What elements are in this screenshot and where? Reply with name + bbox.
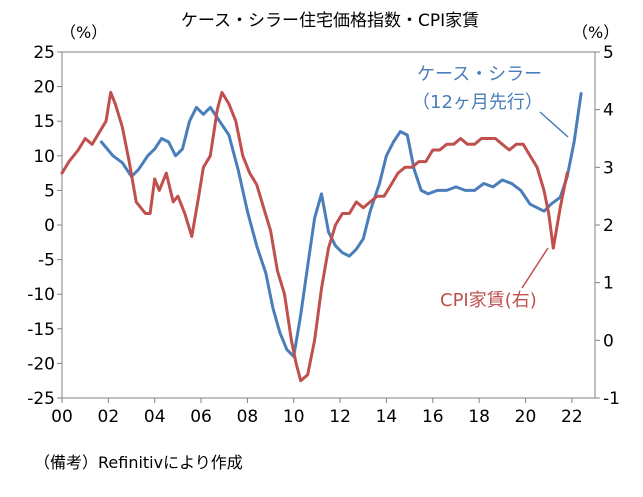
cpi-rent-label: CPI家賃(右): [440, 290, 537, 311]
left-tick-label: 0: [44, 216, 55, 236]
x-tick-label: 14: [376, 407, 398, 427]
cpi-rent-line: [60, 90, 569, 383]
cpi-rent-leader-line: [521, 247, 549, 289]
left-tick-label: -15: [27, 320, 55, 340]
left-tick-label: -10: [27, 285, 55, 305]
right-tick-label: 3: [603, 158, 614, 178]
right-tick-label: 5: [603, 43, 614, 63]
x-axis: 00 02 04 06 08 10 12 14 16 18 20 22: [51, 398, 583, 427]
x-tick-label: 02: [98, 407, 120, 427]
left-unit-label: （%）: [60, 23, 107, 42]
x-tick-label: 06: [190, 407, 212, 427]
right-tick-label: 0: [603, 331, 614, 351]
right-axis: 5 4 3 2 1 0 -1: [595, 43, 620, 409]
left-tick-label: -20: [27, 354, 55, 374]
right-tick-label: 4: [603, 101, 614, 121]
case-shiller-label: ケース・シラー: [417, 64, 542, 85]
x-tick-label: 16: [422, 407, 444, 427]
x-tick-label: 20: [515, 407, 537, 427]
left-tick-label: 5: [44, 181, 55, 201]
right-tick-label: 2: [603, 216, 614, 236]
left-tick-label: 15: [33, 112, 55, 132]
x-tick-label: 18: [468, 407, 490, 427]
left-tick-label: -5: [38, 251, 55, 271]
source-note: （備考）Refinitivにより作成: [34, 453, 243, 472]
x-tick-label: 00: [51, 407, 73, 427]
left-tick-label: 20: [33, 78, 55, 98]
right-tick-label: 1: [603, 274, 614, 294]
series-layer: [60, 90, 583, 383]
left-axis: 25 20 15 10 5 0 -5 -10 -15 -20 -25: [27, 43, 62, 409]
x-tick-label: 04: [144, 407, 166, 427]
case-shiller-annotation: ケース・シラー （12ヶ月先行）: [412, 64, 569, 138]
right-unit-label: （%）: [572, 23, 619, 42]
x-tick-label: 10: [283, 407, 305, 427]
x-tick-label: 12: [329, 407, 351, 427]
chart-title: ケース・シラー住宅価格指数・CPI家賃: [181, 11, 479, 31]
x-tick-label: 22: [561, 407, 583, 427]
right-tick-label: -1: [603, 389, 620, 409]
case-shiller-note: （12ヶ月先行）: [412, 92, 543, 113]
case-shiller-leader-line: [539, 111, 569, 138]
left-tick-label: -25: [27, 389, 55, 409]
case-shiller-line: [99, 92, 583, 358]
left-tick-label: 10: [33, 147, 55, 167]
x-tick-label: 08: [237, 407, 259, 427]
cpi-rent-annotation: CPI家賃(右): [440, 247, 549, 311]
left-tick-label: 25: [33, 43, 55, 63]
